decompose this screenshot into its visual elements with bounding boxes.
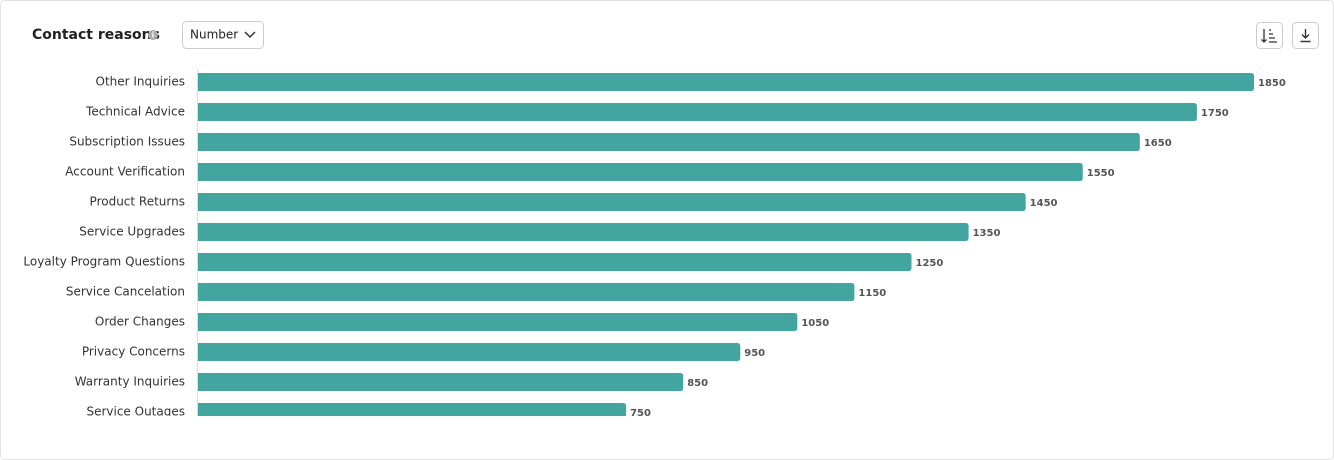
value-label: 1250 xyxy=(916,258,944,269)
value-label: 1050 xyxy=(801,318,829,329)
bar xyxy=(198,373,684,391)
bar xyxy=(198,73,1254,91)
chart-title: Contact reasons xyxy=(32,27,160,43)
value-label: 1150 xyxy=(858,288,886,299)
category-label: Other Inquiries xyxy=(96,75,186,89)
value-label: 850 xyxy=(687,378,708,389)
category-label: Service Outages xyxy=(86,405,185,419)
value-label: 1450 xyxy=(1030,198,1058,209)
bar xyxy=(198,343,741,361)
value-label: 950 xyxy=(744,348,765,359)
category-label: Subscription Issues xyxy=(69,135,185,149)
sort-button[interactable] xyxy=(1256,22,1283,49)
value-label: 1350 xyxy=(973,228,1001,239)
info-icon[interactable] xyxy=(148,30,158,40)
bar xyxy=(198,253,912,271)
category-label: Service Cancelation xyxy=(66,285,185,299)
download-button[interactable] xyxy=(1292,22,1319,49)
bar xyxy=(198,193,1026,211)
value-label: 1550 xyxy=(1087,168,1115,179)
plot-area: Other Inquiries 1850 Technical Advice 1750 S… xyxy=(23,70,1286,419)
category-label: Order Changes xyxy=(95,315,185,329)
category-label: Loyalty Program Questions xyxy=(23,255,185,269)
bar xyxy=(198,223,969,241)
bar xyxy=(198,283,855,301)
bar xyxy=(198,163,1083,181)
value-label: 1650 xyxy=(1144,138,1172,149)
category-label: Account Verification xyxy=(65,165,185,179)
metric-dropdown[interactable]: Number xyxy=(182,21,264,49)
category-label: Technical Advice xyxy=(85,105,185,119)
bar xyxy=(198,313,798,331)
value-label: 1850 xyxy=(1258,78,1286,89)
bar xyxy=(198,103,1197,121)
value-label: 750 xyxy=(630,408,651,419)
dropdown-value: Number xyxy=(190,28,238,42)
category-label: Product Returns xyxy=(90,195,185,209)
value-label: 1750 xyxy=(1201,108,1229,119)
bar xyxy=(198,133,1140,151)
category-label: Privacy Concerns xyxy=(82,345,185,359)
bar xyxy=(198,403,627,416)
category-label: Service Upgrades xyxy=(79,225,185,239)
category-label: Warranty Inquiries xyxy=(75,375,185,389)
